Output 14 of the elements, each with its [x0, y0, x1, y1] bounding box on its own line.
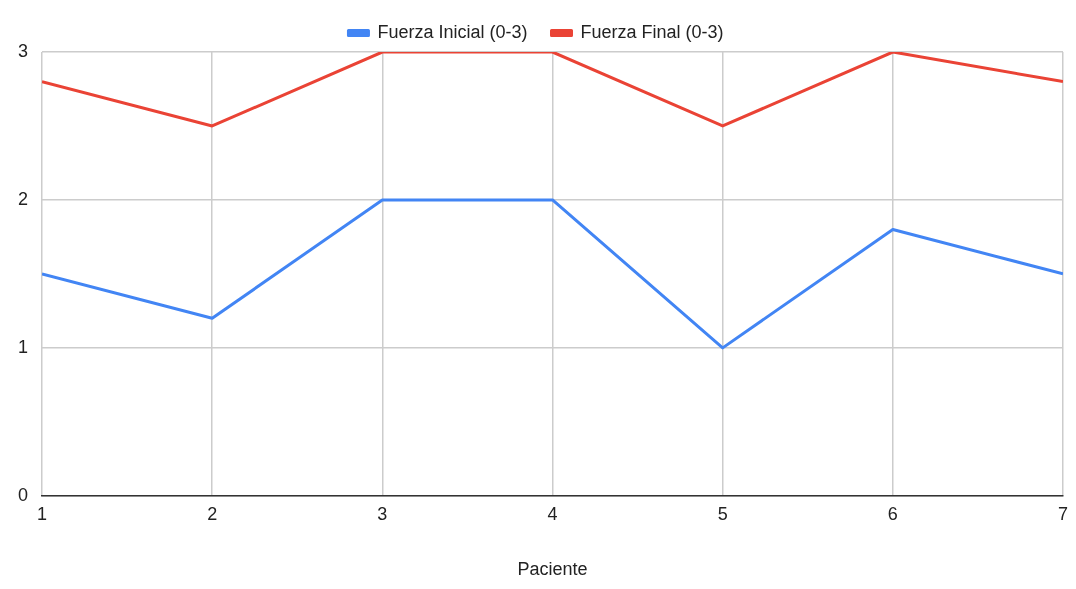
x-tick-label: 6	[887, 503, 898, 524]
x-tick-label: 7	[1057, 503, 1068, 524]
legend-label: Fuerza Inicial (0-3)	[377, 21, 528, 42]
x-tick-label: 1	[37, 503, 48, 524]
y-tick-label: 0	[18, 484, 29, 505]
y-tick-label: 1	[18, 336, 29, 357]
x-tick-label: 4	[547, 503, 558, 524]
x-tick-label: 5	[717, 503, 728, 524]
y-tick-label: 3	[18, 40, 29, 61]
legend-label: Fuerza Final (0-3)	[580, 21, 724, 42]
x-tick-label: 2	[207, 503, 218, 524]
y-tick-label: 2	[18, 188, 29, 209]
x-axis-title: Paciente	[517, 559, 588, 580]
x-tick-label: 3	[377, 503, 388, 524]
